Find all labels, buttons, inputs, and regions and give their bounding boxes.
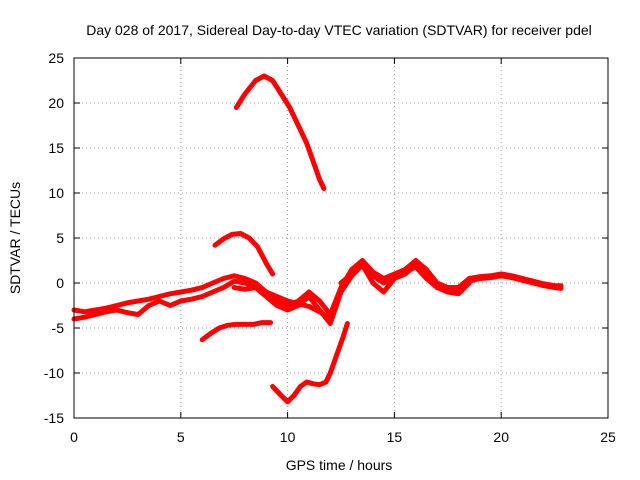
y-tick-label: 5	[56, 230, 64, 246]
y-tick-label: 25	[48, 50, 64, 66]
series-line-arc-upper-mid	[212, 231, 276, 277]
series-line-band-d	[338, 262, 472, 297]
x-axis-label: GPS time / hours	[286, 457, 393, 473]
y-tick-label: -5	[52, 320, 65, 336]
x-tick-label: 15	[387, 429, 403, 445]
y-tick-label: -15	[44, 410, 64, 426]
y-tick-label: 20	[48, 95, 64, 111]
y-tick-label: -10	[44, 365, 64, 381]
series-line-band-c	[231, 285, 333, 322]
y-tick-label: 15	[48, 140, 64, 156]
x-tick-label: 20	[493, 429, 509, 445]
series-line-arc-high	[233, 73, 327, 191]
y-tick-label: 10	[48, 185, 64, 201]
chart-title: Day 028 of 2017, Sidereal Day-to-day VTE…	[86, 22, 592, 38]
y-axis-label: SDTVAR / TECUs	[7, 182, 23, 294]
x-tick-label: 0	[70, 429, 78, 445]
ticks: 0 5 10 15 20 25 -15 -10 -5 0 5 10 15 20 25	[44, 50, 616, 445]
series-layer	[71, 73, 564, 405]
series-line-arc-low	[270, 321, 350, 405]
x-tick-label: 5	[177, 429, 185, 445]
y-tick-label: 0	[56, 275, 64, 291]
x-tick-label: 25	[600, 429, 616, 445]
series-line-arc-lower-mid	[199, 320, 273, 343]
x-tick-label: 10	[280, 429, 296, 445]
grid	[74, 58, 608, 418]
